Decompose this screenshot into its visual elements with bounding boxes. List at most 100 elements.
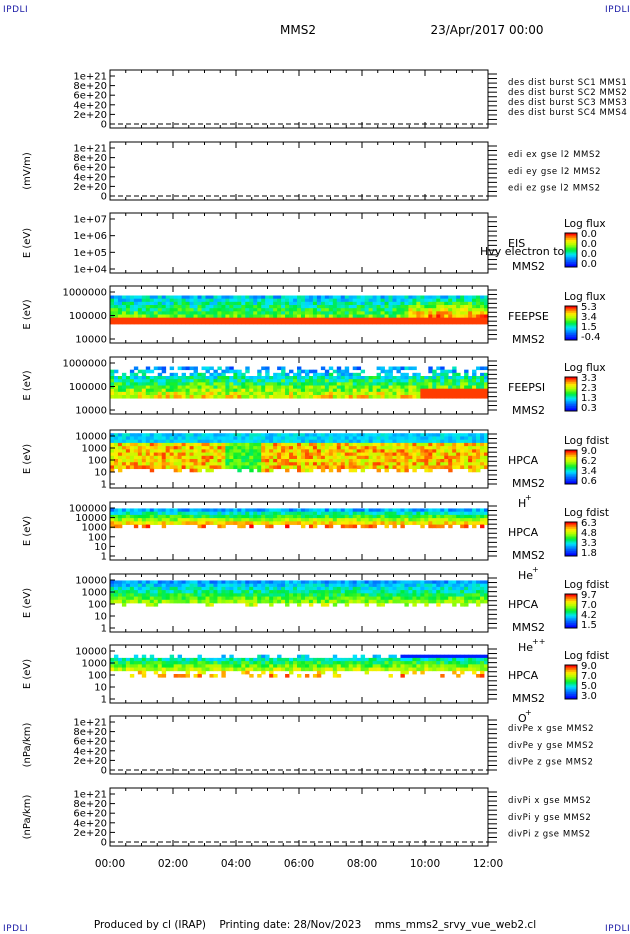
y-tick-label: 0 <box>101 120 107 131</box>
y-tick-label: 6e+20 <box>73 91 107 102</box>
colorbar-tick: 4.2 <box>581 610 597 621</box>
colorbar-tick: 9.0 <box>581 661 597 672</box>
y-tick-label: 2e+20 <box>73 182 107 193</box>
colorbar-tick: 4.8 <box>581 528 597 539</box>
x-tick-label: 02:00 <box>158 858 188 870</box>
y-tick-label: 100 <box>88 671 107 682</box>
colorbar-tick: 0.6 <box>581 476 597 487</box>
spacecraft-label: MMS2 <box>512 333 545 346</box>
instrument-label: HPCA <box>508 454 539 467</box>
y-tick-label: 6e+20 <box>73 163 107 174</box>
corner-label-top-right: IPDLI <box>605 5 630 15</box>
colorbar-title: Log fdist <box>564 507 609 519</box>
y-tick-label: 10 <box>94 683 107 694</box>
figure-datetime: 23/Apr/2017 00:00 <box>430 23 543 37</box>
y-tick-label: 4e+20 <box>73 746 107 757</box>
species-label: He <box>518 641 533 654</box>
legend-entry: edi ex gse l2 MMS2 <box>508 150 601 160</box>
x-tick-label: 06:00 <box>284 858 314 870</box>
y-tick-label: 1e+21 <box>73 144 107 155</box>
y-tick-label: 0 <box>101 838 107 849</box>
spacecraft-label: MMS2 <box>512 621 545 634</box>
panel-9 <box>109 644 578 704</box>
colorbar-tick: 7.0 <box>581 600 597 611</box>
panel-frame <box>109 141 489 201</box>
y-tick-label: 2e+20 <box>73 756 107 767</box>
y-tick-label: 8e+20 <box>73 799 107 810</box>
y-tick-label: 10000 <box>75 432 107 443</box>
colorbar-tick: 1.3 <box>581 393 597 404</box>
instrument-label: FEEPSE <box>508 310 549 323</box>
species-charge: ++ <box>532 637 545 646</box>
panel-11 <box>109 787 497 847</box>
legend-entry: divPi x gse MMS2 <box>508 796 591 806</box>
x-tick-label: 08:00 <box>347 858 377 870</box>
colorbar-tick: 9.7 <box>581 590 597 601</box>
panel-6 <box>109 429 578 489</box>
panel-frame <box>109 787 489 847</box>
y-axis-label: E (eV) <box>22 516 33 546</box>
y-tick-label: 1e+21 <box>73 72 107 83</box>
y-tick-label: 10000 <box>75 513 107 524</box>
species-charge: + <box>525 493 532 502</box>
y-tick-label: 1e+21 <box>73 718 107 729</box>
colorbar-title: Log flux <box>564 291 606 303</box>
y-tick-label: 1e+05 <box>73 248 107 259</box>
y-tick-label: 1 <box>101 695 107 706</box>
colorbar-tick: 1.5 <box>581 620 597 631</box>
y-axis-label: E (eV) <box>22 370 33 400</box>
y-tick-label: 10 <box>94 468 107 479</box>
y-tick-label: 100 <box>88 532 107 543</box>
instrument-label: HPCA <box>508 598 539 611</box>
y-axis-label: E (eV) <box>22 588 33 618</box>
y-tick-label: 100 <box>88 456 107 467</box>
footer: Produced by cl (IRAP) Printing date: 28/… <box>0 919 630 931</box>
species-label: O <box>518 712 527 725</box>
spacecraft-label: MMS2 <box>512 477 545 490</box>
y-tick-label: 8e+20 <box>73 727 107 738</box>
figure-title: MMS2 <box>280 23 316 37</box>
y-tick-label: 1000 <box>82 588 107 599</box>
y-tick-label: 0 <box>101 192 107 203</box>
y-tick-label: 1e+06 <box>73 231 107 242</box>
y-tick-label: 10 <box>94 612 107 623</box>
y-tick-label: 10000 <box>75 335 107 346</box>
colorbar-title: Log fdist <box>564 435 609 447</box>
colorbar-tick: 3.0 <box>581 691 597 702</box>
colorbar-tick: 5.0 <box>581 681 597 692</box>
y-tick-label: 8e+20 <box>73 81 107 92</box>
spacecraft-label: MMS2 <box>512 549 545 562</box>
legend-entry: des dist burst SC2 MMS2 <box>508 88 627 98</box>
legend-entry: divPe y gse MMS2 <box>508 741 594 751</box>
species-label: He <box>518 569 533 582</box>
colorbar-tick: 0.0 <box>581 239 597 250</box>
y-tick-label: 1000000 <box>62 359 107 370</box>
colorbar-tick: 0.0 <box>581 229 597 240</box>
y-tick-label: 1e+21 <box>73 790 107 801</box>
colorbar-tick: 2.3 <box>581 383 597 394</box>
spacecraft-label: MMS2 <box>512 692 545 705</box>
x-tick-label: 12:00 <box>473 858 503 870</box>
legend-entry: edi ey gse l2 MMS2 <box>508 167 601 177</box>
y-axis-label: (nPa/km) <box>22 723 33 768</box>
legend-entry: divPi y gse MMS2 <box>508 813 591 823</box>
footer-script-name: mms_mms2_srvy_vue_web2.cl <box>374 919 537 931</box>
species-charge: + <box>525 708 532 717</box>
panel-frame <box>109 69 489 129</box>
legend-entry: divPe z gse MMS2 <box>508 758 594 768</box>
y-tick-label: 1000 <box>82 659 107 670</box>
colorbar-tick: 3.4 <box>581 312 597 323</box>
y-tick-label: 1e+07 <box>73 215 107 226</box>
legend-entry: divPi z gse MMS2 <box>508 830 591 840</box>
y-axis-label: E (eV) <box>22 228 33 258</box>
panel-2 <box>109 141 497 201</box>
colorbar-tick: 1.5 <box>581 322 597 333</box>
corner-label-top-left: IPDLI <box>3 5 29 15</box>
colorbar-tick: 7.0 <box>581 671 597 682</box>
x-tick-label: 04:00 <box>221 858 251 870</box>
y-tick-label: 10 <box>94 542 107 553</box>
colorbar-tick: 6.3 <box>581 518 597 529</box>
y-tick-label: 6e+20 <box>73 737 107 748</box>
y-tick-label: 4e+20 <box>73 818 107 829</box>
panel-4 <box>109 285 578 344</box>
